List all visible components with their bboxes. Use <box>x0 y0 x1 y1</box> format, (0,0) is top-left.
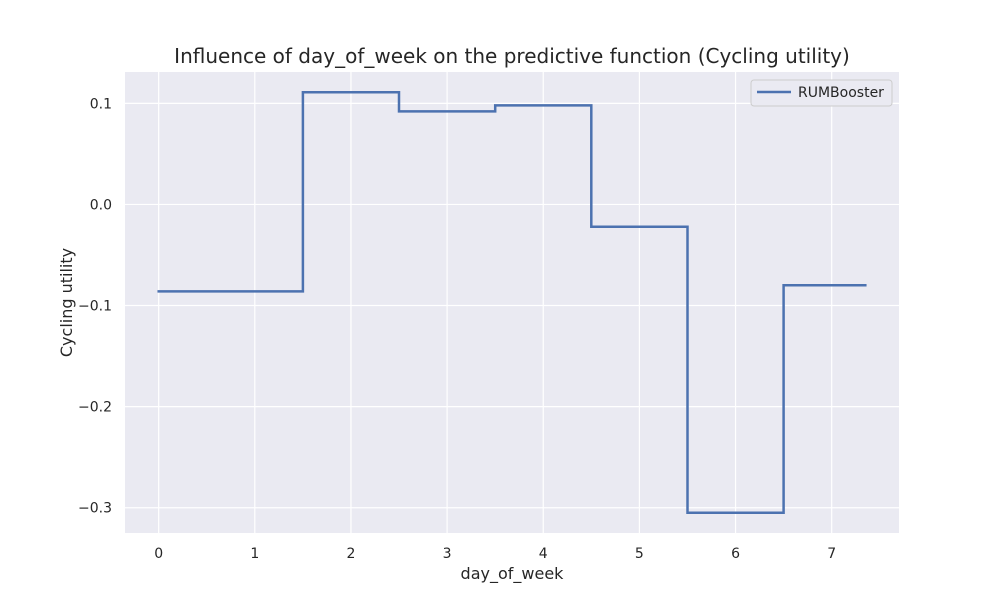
x-tick-label: 5 <box>635 546 644 562</box>
x-tick-label: 3 <box>443 546 452 562</box>
series-layer <box>157 90 867 515</box>
y-tick-label: −0.1 <box>78 299 112 315</box>
y-axis-label: Cycling utility <box>57 248 76 357</box>
x-tick-labels: 0 1 2 3 4 5 6 7 <box>154 546 836 562</box>
legend-label-rumbooster: RUMBooster <box>798 85 884 101</box>
x-tick-label: 0 <box>154 546 163 562</box>
y-tick-labels: 0.1 0.0 −0.1 −0.2 −0.3 <box>78 96 112 516</box>
chart-title: Influence of day_of_week on the predicti… <box>174 44 850 68</box>
legend: RUMBooster <box>750 79 893 107</box>
y-tick-label: 0.1 <box>90 96 112 112</box>
x-tick-label: 6 <box>731 546 740 562</box>
y-tick-label: −0.3 <box>78 501 112 517</box>
y-tick-label: −0.2 <box>78 400 112 416</box>
x-tick-label: 2 <box>346 546 355 562</box>
y-tick-label: 0.0 <box>90 197 112 213</box>
x-tick-label: 4 <box>539 546 548 562</box>
series-line-rumbooster <box>157 90 867 515</box>
x-tick-label: 7 <box>827 546 836 562</box>
plot-background <box>125 72 899 533</box>
x-gridlines <box>158 72 833 533</box>
legend-box <box>750 79 893 107</box>
x-tick-label: 1 <box>250 546 259 562</box>
x-axis-label: day_of_week <box>461 564 565 584</box>
